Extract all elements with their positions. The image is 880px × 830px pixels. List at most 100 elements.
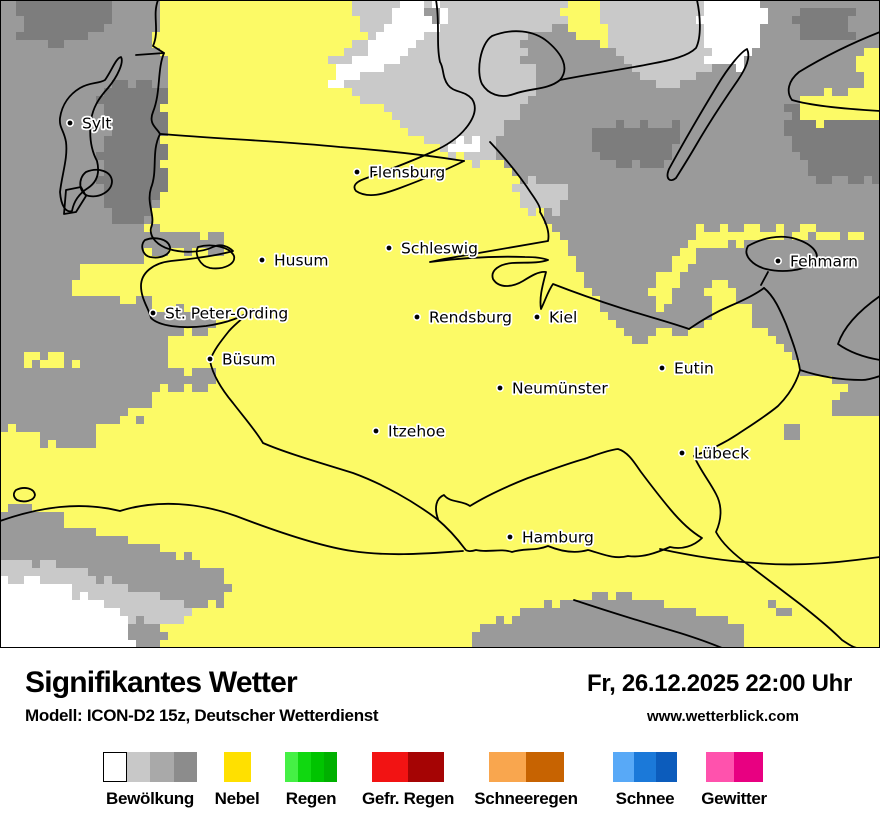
legend-swatch-cell bbox=[372, 752, 408, 782]
cloud-pixels bbox=[40, 560, 56, 568]
coastline bbox=[58, 56, 123, 213]
coastline bbox=[353, 127, 467, 197]
cloud-pixels bbox=[616, 160, 632, 168]
cloud-pixels bbox=[368, 48, 408, 56]
coastline bbox=[435, 0, 476, 129]
legend-swatch-cell bbox=[285, 752, 298, 782]
cloud-pixels bbox=[328, 80, 592, 88]
city-label: Neumünster bbox=[512, 380, 608, 398]
cloud-pixels bbox=[736, 296, 880, 304]
cloud-pixels bbox=[56, 440, 96, 448]
city-marker bbox=[257, 255, 266, 264]
cloud-pixels bbox=[848, 176, 864, 184]
cloud-pixels bbox=[832, 400, 880, 408]
cloud-pixels bbox=[408, 128, 584, 136]
cloud-pixels bbox=[528, 208, 536, 216]
cloud-pixels bbox=[0, 408, 152, 416]
cloud-pixels bbox=[216, 600, 224, 608]
city-label: Sylt bbox=[82, 115, 111, 133]
cloud-pixels bbox=[0, 48, 160, 56]
cloud-pixels bbox=[864, 48, 880, 56]
city-marker bbox=[206, 354, 215, 363]
cloud-pixels bbox=[0, 160, 152, 168]
cloud-pixels bbox=[0, 272, 80, 280]
cloud-pixels bbox=[792, 136, 880, 144]
cloud-pixels bbox=[0, 40, 152, 48]
city-label: Schleswig bbox=[401, 240, 478, 258]
cloud-pixels bbox=[112, 208, 152, 216]
cloud-pixels bbox=[536, 200, 880, 208]
cloud-pixels bbox=[400, 0, 424, 8]
cloud-pixels bbox=[752, 320, 880, 328]
cloud-pixels bbox=[704, 0, 760, 8]
cloud-pixels bbox=[360, 24, 568, 32]
cloud-pixels bbox=[104, 112, 168, 120]
legend-swatch-cell bbox=[613, 752, 635, 782]
cloud-pixels bbox=[592, 136, 680, 144]
legend-item: Bewölkung bbox=[40, 752, 260, 809]
cloud-pixels bbox=[376, 32, 424, 40]
cloud-pixels bbox=[0, 608, 120, 616]
cloud-pixels bbox=[0, 392, 152, 400]
cloud-pixels bbox=[0, 240, 224, 248]
city-label: Flensburg bbox=[369, 164, 445, 182]
city-marker bbox=[495, 383, 504, 392]
cloud-pixels bbox=[808, 232, 816, 240]
cloud-pixels bbox=[528, 32, 576, 40]
cloud-pixels bbox=[0, 600, 104, 608]
cloud-pixels bbox=[608, 312, 664, 320]
cloud-pixels bbox=[592, 288, 648, 296]
cloud-pixels bbox=[744, 240, 880, 248]
cloud-pixels bbox=[0, 264, 80, 272]
cloud-pixels bbox=[632, 64, 712, 72]
cloud-pixels bbox=[624, 328, 656, 336]
city-label: Kiel bbox=[549, 309, 577, 327]
cloud-pixels bbox=[192, 368, 216, 376]
cloud-pixels bbox=[96, 152, 168, 160]
cloud-pixels bbox=[0, 112, 160, 120]
cloud-pixels bbox=[800, 152, 880, 160]
cloud-pixels bbox=[592, 592, 608, 600]
cloud-pixels bbox=[816, 176, 832, 184]
cloud-pixels bbox=[24, 360, 32, 368]
cloud-pixels bbox=[0, 256, 144, 264]
cloud-pixels bbox=[760, 224, 776, 232]
cloud-pixels bbox=[0, 560, 200, 568]
cloud-pixels bbox=[784, 120, 880, 128]
cloud-pixels bbox=[16, 0, 112, 8]
cloud-pixels bbox=[656, 80, 680, 88]
cloud-pixels bbox=[0, 376, 216, 384]
cloud-pixels bbox=[736, 64, 744, 72]
cloud-pixels bbox=[112, 128, 168, 136]
legend-swatch-cell bbox=[324, 752, 337, 782]
cloud-pixels bbox=[96, 96, 168, 104]
city-marker bbox=[149, 308, 158, 317]
legend-label: Bewölkung bbox=[106, 789, 194, 808]
cloud-pixels bbox=[824, 88, 832, 96]
cloud-pixels bbox=[360, 16, 568, 24]
forecast-datetime: Fr, 26.12.2025 22:00 Uhr bbox=[587, 670, 852, 697]
coastline bbox=[573, 599, 723, 648]
cloud-pixels bbox=[752, 312, 880, 320]
cloud-pixels bbox=[104, 136, 160, 144]
coastline bbox=[141, 237, 171, 259]
cloud-pixels bbox=[0, 304, 152, 312]
model-info: Modell: ICON-D2 15z, Deutscher Wetterdie… bbox=[25, 706, 379, 725]
cloud-pixels bbox=[672, 328, 688, 336]
cloud-pixels bbox=[0, 328, 184, 336]
legend-swatch-cell bbox=[488, 752, 526, 782]
cloud-pixels bbox=[704, 40, 760, 48]
cloud-pixels bbox=[0, 288, 72, 296]
legend-item: Gewitter bbox=[624, 752, 844, 809]
cloud-pixels bbox=[72, 360, 80, 368]
cloud-pixels bbox=[776, 336, 880, 344]
cloud-pixels bbox=[528, 176, 536, 184]
cloud-pixels bbox=[0, 248, 144, 256]
cloud-pixels bbox=[448, 144, 480, 152]
cloud-pixels bbox=[0, 576, 96, 584]
cloud-pixels bbox=[0, 152, 152, 160]
cloud-pixels bbox=[848, 384, 880, 392]
cloud-pixels bbox=[768, 328, 880, 336]
cloud-pixels bbox=[688, 264, 880, 272]
cloud-pixels bbox=[448, 152, 456, 160]
